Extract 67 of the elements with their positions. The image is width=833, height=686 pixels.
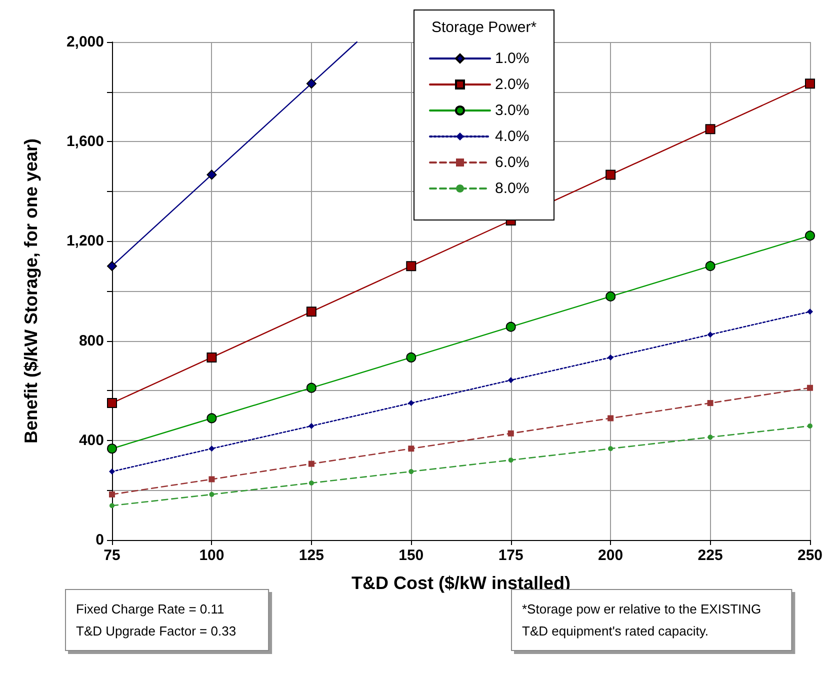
legend-label: 2.0% xyxy=(495,76,530,93)
y-tick-label: 1,200 xyxy=(66,232,104,250)
x-tick-label: 150 xyxy=(398,547,424,564)
legend-label: 6.0% xyxy=(495,154,530,171)
y-tick-label: 2,000 xyxy=(66,34,104,50)
legend-label: 4.0% xyxy=(495,128,530,145)
x-axis-title: T&D Cost ($/kW installed) xyxy=(351,573,571,593)
legend-title: Storage Power* xyxy=(431,19,537,36)
point xyxy=(406,352,416,362)
point xyxy=(807,384,813,391)
x-tick-label: 175 xyxy=(498,547,524,564)
y-tick-label: 400 xyxy=(78,432,104,449)
point xyxy=(306,382,316,393)
point xyxy=(107,261,117,272)
point xyxy=(408,469,414,474)
point xyxy=(109,468,115,475)
point xyxy=(408,446,414,452)
x-tick-label: 75 xyxy=(104,547,120,564)
legend-label: 1.0% xyxy=(495,50,530,67)
point xyxy=(308,480,314,486)
x-tick-label: 100 xyxy=(199,547,224,564)
point xyxy=(606,170,616,180)
x-tick-label: 250 xyxy=(797,547,823,564)
y-tick-label: 0 xyxy=(96,532,104,548)
x-tick-label: 200 xyxy=(598,547,624,564)
point xyxy=(508,458,514,463)
y-tick-label: 1,600 xyxy=(66,133,104,150)
point xyxy=(306,306,316,317)
point xyxy=(107,398,117,408)
point xyxy=(406,261,416,272)
point xyxy=(608,354,614,360)
legend-label: 3.0% xyxy=(495,102,530,119)
point xyxy=(807,308,813,315)
point xyxy=(808,423,812,428)
point xyxy=(308,422,314,429)
point xyxy=(805,230,815,241)
x-tick-label: 125 xyxy=(298,547,324,564)
point xyxy=(206,352,217,362)
point xyxy=(208,476,215,482)
point xyxy=(408,400,414,406)
point xyxy=(206,170,217,180)
point xyxy=(708,434,713,440)
y-tick-label: 800 xyxy=(78,332,104,350)
point xyxy=(308,460,314,467)
point xyxy=(705,261,716,272)
point xyxy=(608,415,614,422)
point xyxy=(805,78,815,89)
text: *Storage pow er relative to the EXISTING T&D equipment's rated capacity. xyxy=(522,602,762,638)
point xyxy=(109,491,115,498)
point xyxy=(705,124,716,134)
point xyxy=(606,291,616,302)
text: Fixed Charge Rate = 0.11 T&D Upgrade Factor = 0.33 xyxy=(76,602,236,638)
point xyxy=(209,492,214,497)
x-tick-label: 225 xyxy=(698,547,723,564)
point xyxy=(508,430,514,436)
point xyxy=(206,413,217,424)
legend-label: 8.0% xyxy=(495,180,530,197)
point xyxy=(107,444,117,454)
point xyxy=(608,446,614,452)
point xyxy=(508,377,514,384)
point xyxy=(707,332,714,338)
point xyxy=(707,400,714,406)
y-axis-title: Benefit ($/kW Storage, for one year) xyxy=(21,138,41,444)
point xyxy=(306,78,316,89)
point xyxy=(506,322,516,332)
point xyxy=(110,503,114,508)
point xyxy=(208,446,215,452)
